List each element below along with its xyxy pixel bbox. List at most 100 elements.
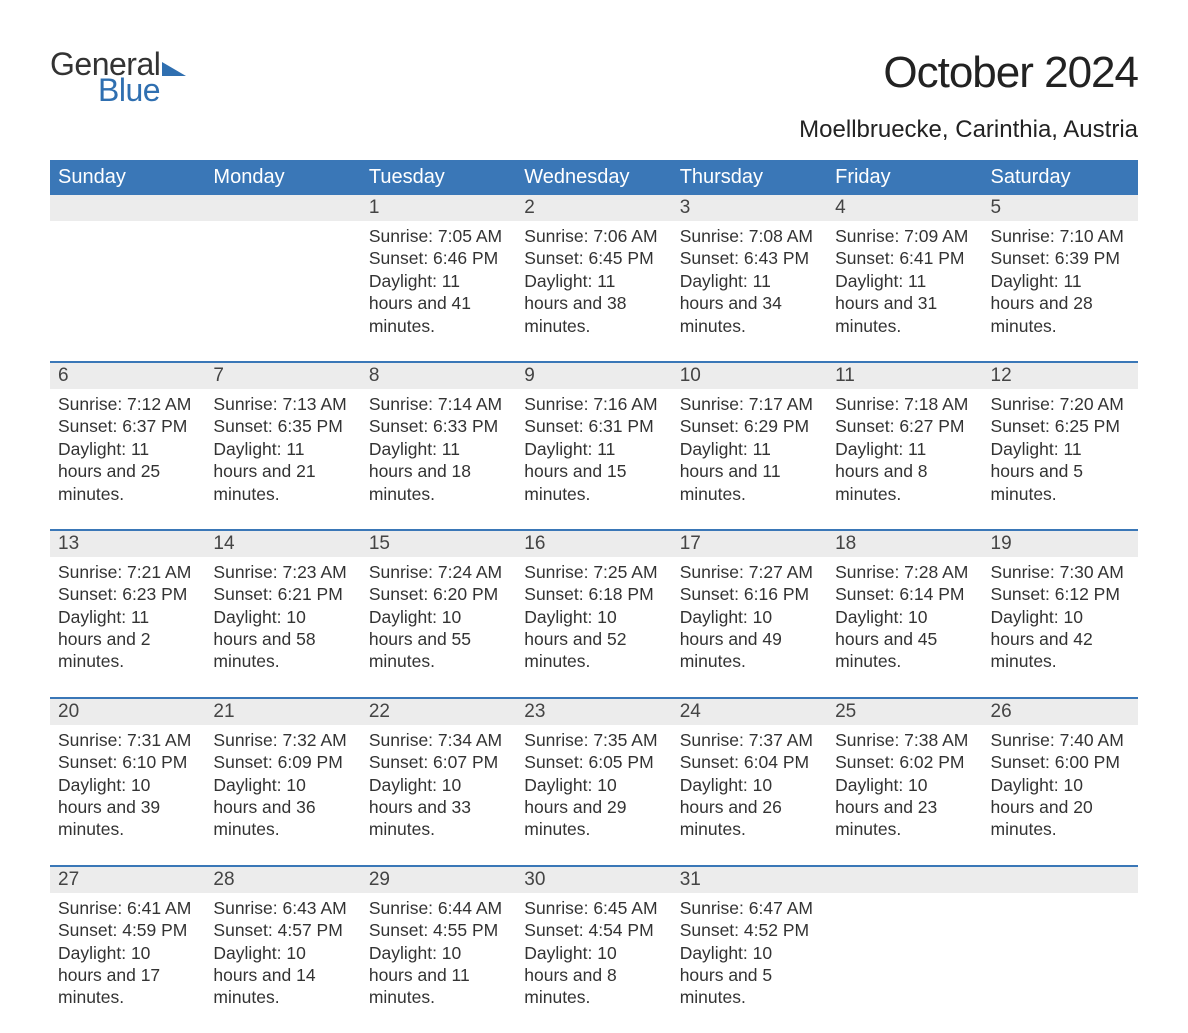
day-body: Sunrise: 7:18 AMSunset: 6:27 PMDaylight:… (827, 389, 982, 529)
weekday-header: Friday (827, 160, 982, 195)
calendar-cell: 22Sunrise: 7:34 AMSunset: 6:07 PMDayligh… (361, 698, 516, 866)
day-number: 7 (205, 363, 360, 389)
day-number (205, 195, 360, 221)
sunset-text: Sunset: 6:33 PM (369, 415, 508, 437)
day-body: Sunrise: 7:12 AMSunset: 6:37 PMDaylight:… (50, 389, 205, 529)
sunset-text: Sunset: 6:16 PM (680, 583, 819, 605)
day-number: 16 (516, 531, 671, 557)
day-body: Sunrise: 7:40 AMSunset: 6:00 PMDaylight:… (983, 725, 1138, 865)
sunrise-text: Sunrise: 6:44 AM (369, 897, 508, 919)
daylight-text: Daylight: 10 hours and 49 minutes. (680, 606, 819, 673)
day-body: Sunrise: 7:32 AMSunset: 6:09 PMDaylight:… (205, 725, 360, 865)
header-row: General Blue October 2024 Moellbruecke, … (50, 48, 1138, 154)
sunset-text: Sunset: 6:43 PM (680, 247, 819, 269)
day-body: Sunrise: 7:21 AMSunset: 6:23 PMDaylight:… (50, 557, 205, 697)
daylight-text: Daylight: 11 hours and 28 minutes. (991, 270, 1130, 337)
daylight-text: Daylight: 11 hours and 18 minutes. (369, 438, 508, 505)
daylight-text: Daylight: 11 hours and 2 minutes. (58, 606, 197, 673)
day-number (983, 867, 1138, 893)
calendar-cell: 26Sunrise: 7:40 AMSunset: 6:00 PMDayligh… (983, 698, 1138, 866)
daylight-text: Daylight: 10 hours and 5 minutes. (680, 942, 819, 1009)
calendar-cell: 11Sunrise: 7:18 AMSunset: 6:27 PMDayligh… (827, 362, 982, 530)
day-body: Sunrise: 6:47 AMSunset: 4:52 PMDaylight:… (672, 893, 827, 1033)
sunrise-text: Sunrise: 7:40 AM (991, 729, 1130, 751)
calendar-cell: 1Sunrise: 7:05 AMSunset: 6:46 PMDaylight… (361, 195, 516, 362)
calendar-cell: 8Sunrise: 7:14 AMSunset: 6:33 PMDaylight… (361, 362, 516, 530)
weekday-header: Monday (205, 160, 360, 195)
daylight-text: Daylight: 10 hours and 58 minutes. (213, 606, 352, 673)
calendar-week: 13Sunrise: 7:21 AMSunset: 6:23 PMDayligh… (50, 530, 1138, 698)
weekday-header: Tuesday (361, 160, 516, 195)
sunrise-text: Sunrise: 7:35 AM (524, 729, 663, 751)
daylight-text: Daylight: 10 hours and 17 minutes. (58, 942, 197, 1009)
calendar-week: 20Sunrise: 7:31 AMSunset: 6:10 PMDayligh… (50, 698, 1138, 866)
day-body: Sunrise: 7:08 AMSunset: 6:43 PMDaylight:… (672, 221, 827, 361)
calendar-cell: 29Sunrise: 6:44 AMSunset: 4:55 PMDayligh… (361, 866, 516, 1033)
sunset-text: Sunset: 6:21 PM (213, 583, 352, 605)
day-number: 8 (361, 363, 516, 389)
day-number: 27 (50, 867, 205, 893)
sunrise-text: Sunrise: 7:18 AM (835, 393, 974, 415)
daylight-text: Daylight: 10 hours and 26 minutes. (680, 774, 819, 841)
day-number: 26 (983, 699, 1138, 725)
calendar-cell: 27Sunrise: 6:41 AMSunset: 4:59 PMDayligh… (50, 866, 205, 1033)
day-number: 15 (361, 531, 516, 557)
calendar-header: SundayMondayTuesdayWednesdayThursdayFrid… (50, 160, 1138, 195)
day-body: Sunrise: 7:14 AMSunset: 6:33 PMDaylight:… (361, 389, 516, 529)
sunset-text: Sunset: 4:59 PM (58, 919, 197, 941)
sunset-text: Sunset: 6:12 PM (991, 583, 1130, 605)
sunset-text: Sunset: 4:52 PM (680, 919, 819, 941)
daylight-text: Daylight: 11 hours and 31 minutes. (835, 270, 974, 337)
day-body: Sunrise: 7:28 AMSunset: 6:14 PMDaylight:… (827, 557, 982, 697)
calendar-cell: 12Sunrise: 7:20 AMSunset: 6:25 PMDayligh… (983, 362, 1138, 530)
calendar-week: 6Sunrise: 7:12 AMSunset: 6:37 PMDaylight… (50, 362, 1138, 530)
day-number: 20 (50, 699, 205, 725)
calendar-cell: 23Sunrise: 7:35 AMSunset: 6:05 PMDayligh… (516, 698, 671, 866)
daylight-text: Daylight: 11 hours and 21 minutes. (213, 438, 352, 505)
day-body: Sunrise: 7:38 AMSunset: 6:02 PMDaylight:… (827, 725, 982, 865)
sunrise-text: Sunrise: 7:37 AM (680, 729, 819, 751)
calendar-cell: 6Sunrise: 7:12 AMSunset: 6:37 PMDaylight… (50, 362, 205, 530)
calendar-cell: 21Sunrise: 7:32 AMSunset: 6:09 PMDayligh… (205, 698, 360, 866)
sunrise-text: Sunrise: 7:25 AM (524, 561, 663, 583)
calendar-cell: 31Sunrise: 6:47 AMSunset: 4:52 PMDayligh… (672, 866, 827, 1033)
sunrise-text: Sunrise: 7:20 AM (991, 393, 1130, 415)
day-body: Sunrise: 7:20 AMSunset: 6:25 PMDaylight:… (983, 389, 1138, 529)
sunrise-text: Sunrise: 7:05 AM (369, 225, 508, 247)
daylight-text: Daylight: 10 hours and 42 minutes. (991, 606, 1130, 673)
calendar-cell (205, 195, 360, 362)
day-body: Sunrise: 6:45 AMSunset: 4:54 PMDaylight:… (516, 893, 671, 1033)
sunset-text: Sunset: 6:29 PM (680, 415, 819, 437)
daylight-text: Daylight: 10 hours and 14 minutes. (213, 942, 352, 1009)
daylight-text: Daylight: 10 hours and 20 minutes. (991, 774, 1130, 841)
calendar-week: 1Sunrise: 7:05 AMSunset: 6:46 PMDaylight… (50, 195, 1138, 362)
daylight-text: Daylight: 11 hours and 5 minutes. (991, 438, 1130, 505)
day-number: 6 (50, 363, 205, 389)
day-number: 22 (361, 699, 516, 725)
daylight-text: Daylight: 10 hours and 29 minutes. (524, 774, 663, 841)
day-body: Sunrise: 7:24 AMSunset: 6:20 PMDaylight:… (361, 557, 516, 697)
weekday-header: Wednesday (516, 160, 671, 195)
weekday-header: Sunday (50, 160, 205, 195)
daylight-text: Daylight: 10 hours and 11 minutes. (369, 942, 508, 1009)
day-number: 24 (672, 699, 827, 725)
sunset-text: Sunset: 6:23 PM (58, 583, 197, 605)
sunset-text: Sunset: 6:41 PM (835, 247, 974, 269)
day-number: 18 (827, 531, 982, 557)
sunset-text: Sunset: 4:57 PM (213, 919, 352, 941)
sunrise-text: Sunrise: 7:12 AM (58, 393, 197, 415)
calendar-cell: 5Sunrise: 7:10 AMSunset: 6:39 PMDaylight… (983, 195, 1138, 362)
day-body: Sunrise: 7:13 AMSunset: 6:35 PMDaylight:… (205, 389, 360, 529)
calendar-cell (50, 195, 205, 362)
calendar-cell: 9Sunrise: 7:16 AMSunset: 6:31 PMDaylight… (516, 362, 671, 530)
calendar-cell (827, 866, 982, 1033)
sunset-text: Sunset: 6:45 PM (524, 247, 663, 269)
daylight-text: Daylight: 10 hours and 33 minutes. (369, 774, 508, 841)
day-body: Sunrise: 7:23 AMSunset: 6:21 PMDaylight:… (205, 557, 360, 697)
sunset-text: Sunset: 6:20 PM (369, 583, 508, 605)
calendar-cell: 18Sunrise: 7:28 AMSunset: 6:14 PMDayligh… (827, 530, 982, 698)
day-number: 12 (983, 363, 1138, 389)
logo-text-blue: Blue (98, 74, 186, 106)
day-number: 2 (516, 195, 671, 221)
calendar-cell: 28Sunrise: 6:43 AMSunset: 4:57 PMDayligh… (205, 866, 360, 1033)
